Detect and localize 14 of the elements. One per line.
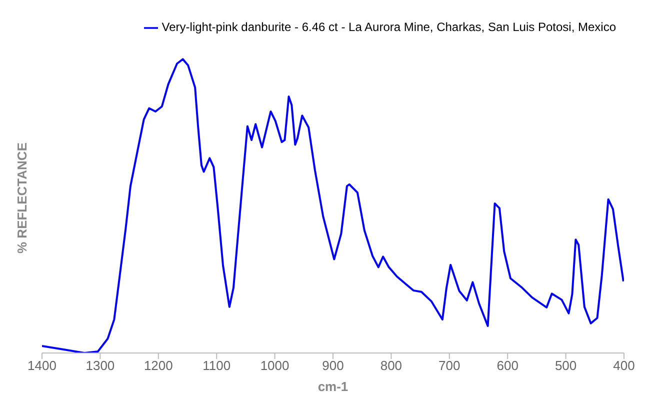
x-tick-label: 700: [438, 358, 460, 374]
x-tick-label: 1300: [86, 358, 115, 374]
x-tick-label: 900: [322, 358, 344, 374]
x-tick-label: 400: [613, 358, 635, 374]
x-axis-title: cm-1: [318, 379, 348, 394]
x-tick-label: 500: [554, 358, 577, 374]
x-tick-label: 1400: [28, 358, 56, 374]
x-tick-label: 1200: [144, 358, 173, 374]
x-tick-label: 1000: [260, 358, 290, 374]
y-axis-title: % REFLECTANCE: [14, 142, 30, 254]
x-tick-label: 600: [496, 358, 518, 374]
x-tick-label: 1100: [202, 358, 231, 374]
x-tick-label: 800: [380, 358, 402, 374]
legend-label: Very-light-pink danburite - 6.46 ct - La Aurora Mine, Charkas, San Luis Potosi, Mexico: [162, 20, 616, 34]
